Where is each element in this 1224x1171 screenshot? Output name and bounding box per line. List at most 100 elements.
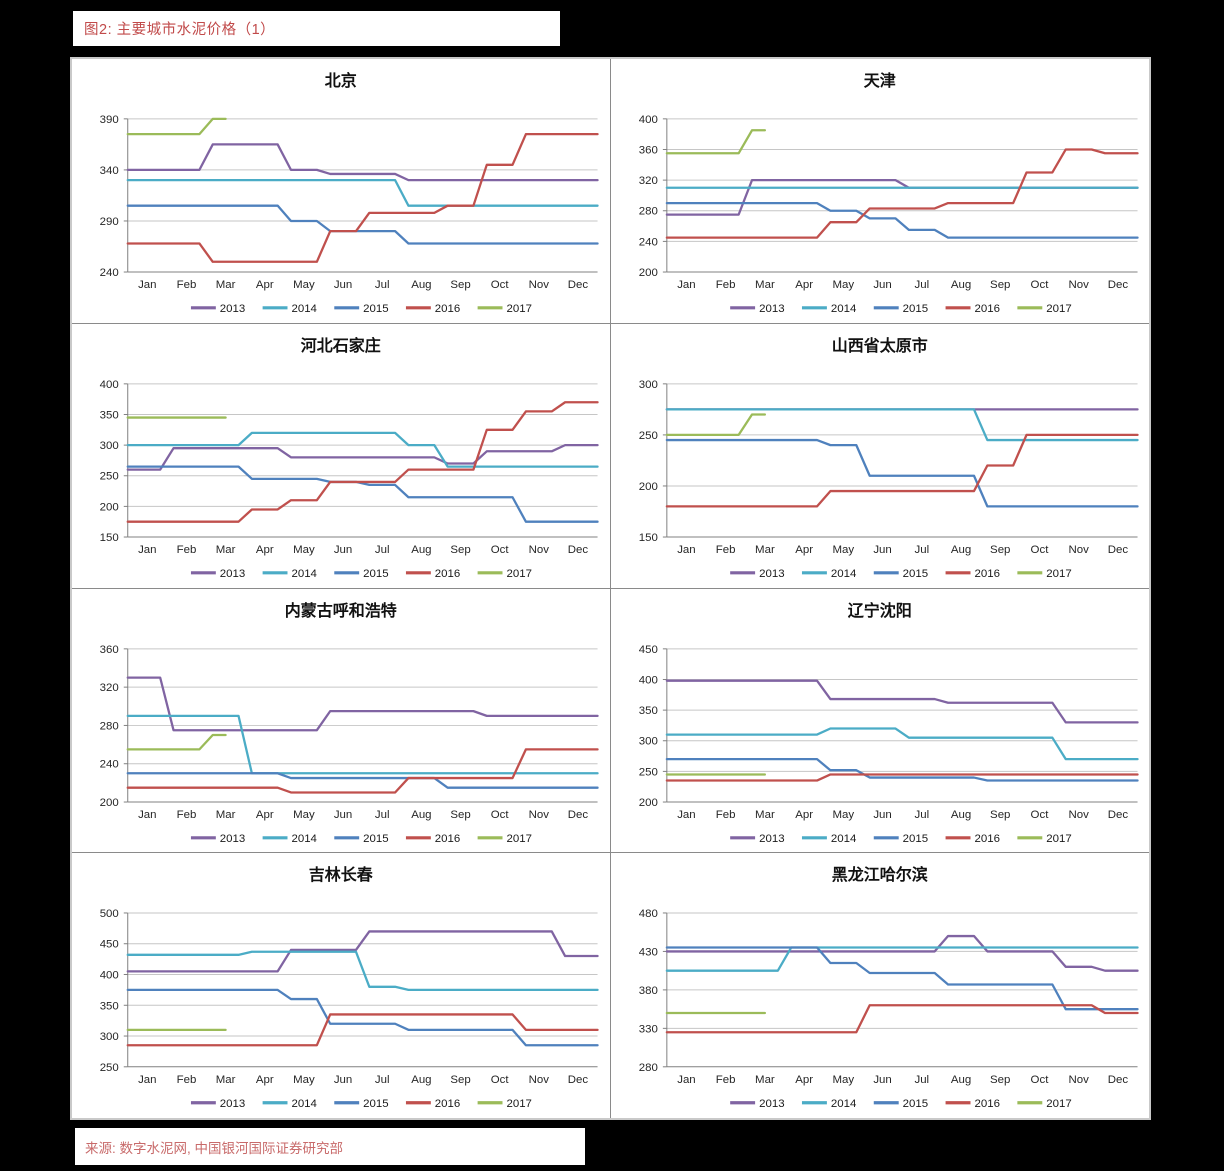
x-tick-label: May (832, 1074, 854, 1086)
series-line-2015 (126, 771, 599, 789)
series-line-2015 (665, 201, 1139, 239)
series-line-2017 (665, 413, 766, 436)
legend-label-2017: 2017 (506, 1098, 531, 1110)
legend-label-2017: 2017 (506, 832, 531, 844)
legend-label-2013: 2013 (220, 568, 245, 580)
legend-label-2014: 2014 (291, 832, 317, 844)
x-tick-label: Jul (914, 1074, 929, 1086)
x-tick-label: Sep (990, 1074, 1010, 1086)
series-line-2015 (665, 946, 1139, 1011)
x-tick-label: Sep (450, 279, 470, 291)
x-tick-label: May (832, 808, 854, 820)
y-tick-label: 430 (638, 947, 657, 959)
x-tick-label: Jan (138, 544, 156, 556)
x-tick-label: Dec (568, 808, 589, 820)
x-tick-label: Apr (795, 808, 813, 820)
series-line-2015 (126, 988, 599, 1047)
x-tick-label: Aug (950, 808, 970, 820)
x-tick-label: Dec (1107, 279, 1128, 291)
y-tick-label: 500 (100, 908, 119, 920)
x-tick-label: Jun (873, 544, 891, 556)
x-tick-label: Jun (334, 808, 352, 820)
x-tick-label: Nov (1068, 279, 1089, 291)
x-tick-label: Jan (677, 1074, 695, 1086)
x-tick-label: Sep (450, 544, 470, 556)
legend-label-2017: 2017 (506, 568, 531, 580)
chart-title: 天津 (863, 73, 896, 90)
x-tick-label: Jan (677, 544, 695, 556)
x-tick-label: Dec (568, 544, 589, 556)
series-line-2015 (665, 757, 1139, 782)
x-tick-label: Feb (715, 279, 735, 291)
x-tick-label: Feb (177, 544, 197, 556)
x-tick-label: Jul (914, 279, 929, 291)
y-tick-label: 300 (100, 440, 119, 452)
series-line-2016 (665, 433, 1139, 508)
x-tick-label: Jul (375, 1074, 390, 1086)
legend-label-2015: 2015 (902, 568, 927, 580)
x-tick-label: Apr (256, 1074, 274, 1086)
source-band: 来源: 数字水泥网, 中国银河国际证券研究部 (75, 1128, 585, 1165)
x-tick-label: Oct (491, 279, 510, 291)
series-line-2014 (665, 946, 1139, 973)
y-tick-label: 150 (638, 532, 657, 544)
y-tick-label: 250 (638, 766, 657, 778)
legend-label-2013: 2013 (759, 832, 784, 844)
y-tick-label: 150 (100, 532, 119, 544)
series-line-2017 (126, 733, 227, 751)
legend-label-2017: 2017 (1046, 568, 1071, 580)
legend-label-2017: 2017 (1046, 832, 1071, 844)
legend-label-2014: 2014 (291, 1098, 317, 1110)
y-tick-label: 200 (638, 481, 657, 493)
chart-plot: 150 200 250 300 350 400 Jan Feb Mar Apr May Jun Jul A… (100, 379, 599, 580)
x-tick-label: Nov (1068, 544, 1089, 556)
series-line-2017 (665, 129, 766, 155)
x-tick-label: Nov (529, 279, 550, 291)
y-tick-label: 200 (638, 797, 657, 809)
x-tick-label: Jun (334, 544, 352, 556)
chart-title: 山西省太原市 (831, 337, 928, 355)
legend-label-2017: 2017 (1046, 1098, 1071, 1110)
y-tick-label: 300 (100, 1031, 119, 1043)
y-tick-label: 350 (638, 705, 657, 717)
series-line-2016 (126, 1013, 599, 1047)
x-tick-label: Sep (990, 279, 1010, 291)
y-tick-label: 340 (100, 165, 119, 177)
y-tick-label: 400 (100, 379, 119, 391)
series-line-2013 (126, 930, 599, 973)
x-tick-label: May (293, 544, 315, 556)
series-line-2016 (665, 1004, 1139, 1034)
x-tick-label: Jan (138, 1074, 156, 1086)
legend-label-2015: 2015 (363, 568, 388, 580)
legend-label-2015: 2015 (363, 1098, 388, 1110)
x-tick-label: Jun (334, 279, 352, 291)
x-tick-label: Feb (177, 808, 197, 820)
y-tick-label: 290 (100, 216, 119, 228)
y-tick-label: 280 (638, 206, 657, 218)
x-tick-label: Jul (375, 279, 390, 291)
y-tick-label: 400 (100, 970, 119, 982)
x-tick-label: Jan (138, 808, 156, 820)
chart-plot: 200 250 300 350 400 450 Jan Feb Mar Apr May Jun Jul A… (638, 643, 1139, 844)
x-tick-label: Aug (411, 1074, 431, 1086)
x-tick-label: Feb (177, 1074, 197, 1086)
series-line-2015 (665, 438, 1139, 508)
x-tick-label: Apr (256, 279, 274, 291)
x-tick-label: Mar (216, 544, 236, 556)
x-tick-label: Jan (677, 808, 695, 820)
series-line-2015 (126, 204, 599, 245)
y-tick-label: 350 (100, 409, 119, 421)
legend-label-2016: 2016 (435, 832, 460, 844)
legend-label-2016: 2016 (974, 832, 999, 844)
y-tick-label: 250 (638, 430, 657, 442)
x-tick-label: Jul (914, 808, 929, 820)
x-tick-label: Jun (873, 279, 891, 291)
x-tick-label: Jun (873, 808, 891, 820)
charts-grid: 北京 240 290 340 390 Jan Feb Mar Apr May Jun Jul Aug Se… (70, 57, 1151, 1120)
x-tick-label: Feb (715, 544, 735, 556)
x-tick-label: Oct (491, 544, 510, 556)
x-tick-label: Oct (491, 808, 510, 820)
legend-label-2015: 2015 (902, 303, 927, 315)
x-tick-label: Nov (529, 544, 550, 556)
y-tick-label: 240 (100, 267, 119, 279)
